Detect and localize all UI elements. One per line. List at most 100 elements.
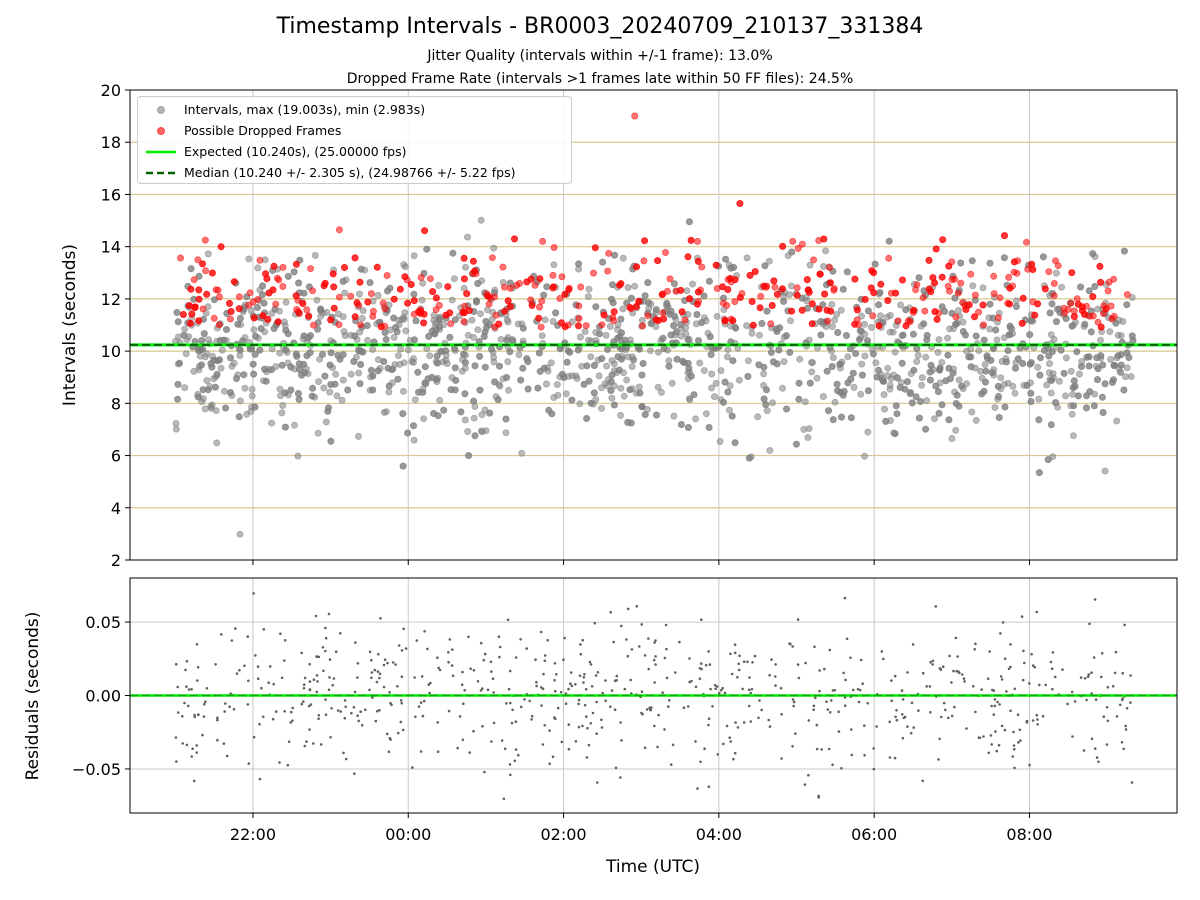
interval-point: [451, 364, 459, 372]
residual-point: [619, 721, 622, 724]
residual-point: [595, 700, 598, 704]
residual-point: [813, 645, 816, 649]
residual-point: [1036, 723, 1039, 726]
residual-point: [620, 624, 623, 628]
interval-point: [641, 411, 649, 419]
residual-point: [174, 736, 178, 739]
interval-point: [982, 367, 990, 375]
residual-point: [807, 773, 810, 777]
residual-point: [327, 688, 331, 692]
residual-point: [686, 705, 690, 708]
dropped-frame-point: [605, 249, 613, 257]
dropped-frame-point: [293, 305, 301, 313]
residual-point: [911, 643, 915, 646]
interval-point: [245, 255, 253, 263]
interval-point: [654, 348, 662, 356]
interval-point: [1062, 354, 1070, 362]
residual-point: [423, 630, 426, 633]
interval-point: [1039, 253, 1047, 261]
dropped-frame-point: [827, 279, 835, 287]
residual-point: [1012, 730, 1015, 734]
residual-point: [583, 703, 587, 707]
y-tick-label: 4: [111, 499, 121, 518]
interval-point: [282, 298, 290, 306]
residual-point: [197, 713, 200, 716]
interval-point: [347, 370, 355, 378]
interval-point: [857, 390, 865, 398]
dropped-frame-point: [810, 256, 818, 264]
dropped-frame-point: [469, 257, 477, 265]
residual-point: [1113, 671, 1117, 675]
interval-point: [213, 439, 221, 447]
interval-point: [390, 314, 398, 322]
dropped-frame-point: [305, 312, 313, 320]
interval-point: [644, 299, 652, 307]
residual-point: [411, 766, 414, 769]
interval-point: [767, 348, 775, 356]
interval-point: [435, 281, 443, 289]
residual-point: [508, 763, 512, 766]
dropped-frame-point: [971, 313, 979, 321]
residual-point: [1105, 706, 1109, 709]
interval-point: [472, 298, 480, 306]
interval-point: [1093, 354, 1101, 362]
interval-point: [172, 425, 180, 433]
interval-point: [411, 396, 419, 404]
interval-point: [1011, 389, 1019, 397]
interval-point: [257, 325, 265, 333]
residual-point: [1016, 713, 1020, 716]
residual-point: [555, 673, 558, 676]
dropped-frame-point: [463, 290, 471, 298]
interval-point: [1070, 402, 1078, 410]
residual-point: [389, 738, 392, 741]
residual-point: [553, 662, 557, 665]
dropped-frame-point: [816, 270, 824, 278]
residual-point: [814, 696, 817, 699]
interval-point: [915, 414, 923, 422]
interval-point: [295, 279, 303, 287]
residual-point: [246, 635, 249, 638]
interval-point: [955, 376, 963, 384]
interval-point: [1047, 389, 1055, 397]
interval-point: [954, 307, 962, 315]
interval-point: [918, 374, 926, 382]
residual-point: [181, 742, 184, 745]
residual-point: [491, 677, 495, 680]
residual-point: [849, 656, 852, 660]
dropped-frame-point: [340, 263, 348, 271]
legend-label-expected: Expected (10.240s), (25.00000 fps): [184, 144, 407, 159]
residual-point: [315, 674, 319, 677]
dropped-frame-point: [198, 260, 206, 268]
dropped-frame-point: [230, 278, 238, 286]
interval-point: [481, 363, 489, 371]
residual-point: [502, 797, 506, 801]
interval-point: [726, 382, 734, 390]
interval-point: [944, 334, 952, 342]
residual-point: [1000, 724, 1004, 728]
residual-point: [287, 740, 291, 743]
interval-point: [795, 395, 803, 403]
residual-point: [540, 704, 543, 707]
dropped-frame-point: [687, 236, 695, 244]
residual-point: [861, 682, 864, 685]
residual-point: [893, 756, 897, 760]
dropped-frame-point: [610, 308, 618, 316]
residual-point: [553, 716, 556, 719]
dropped-frame-point: [996, 294, 1004, 302]
interval-point: [543, 380, 551, 388]
residual-point: [990, 743, 993, 746]
residual-point: [548, 729, 551, 732]
residual-point: [718, 691, 721, 695]
interval-point: [336, 355, 344, 363]
residual-point: [203, 702, 206, 706]
interval-point: [762, 401, 770, 409]
dropped-frame-point: [215, 321, 223, 329]
interval-point: [583, 362, 591, 370]
residual-point: [999, 675, 1003, 678]
interval-point: [825, 407, 833, 415]
interval-point: [1006, 331, 1014, 339]
residual-point: [357, 719, 361, 723]
interval-point: [1111, 361, 1119, 369]
interval-point: [575, 260, 583, 268]
